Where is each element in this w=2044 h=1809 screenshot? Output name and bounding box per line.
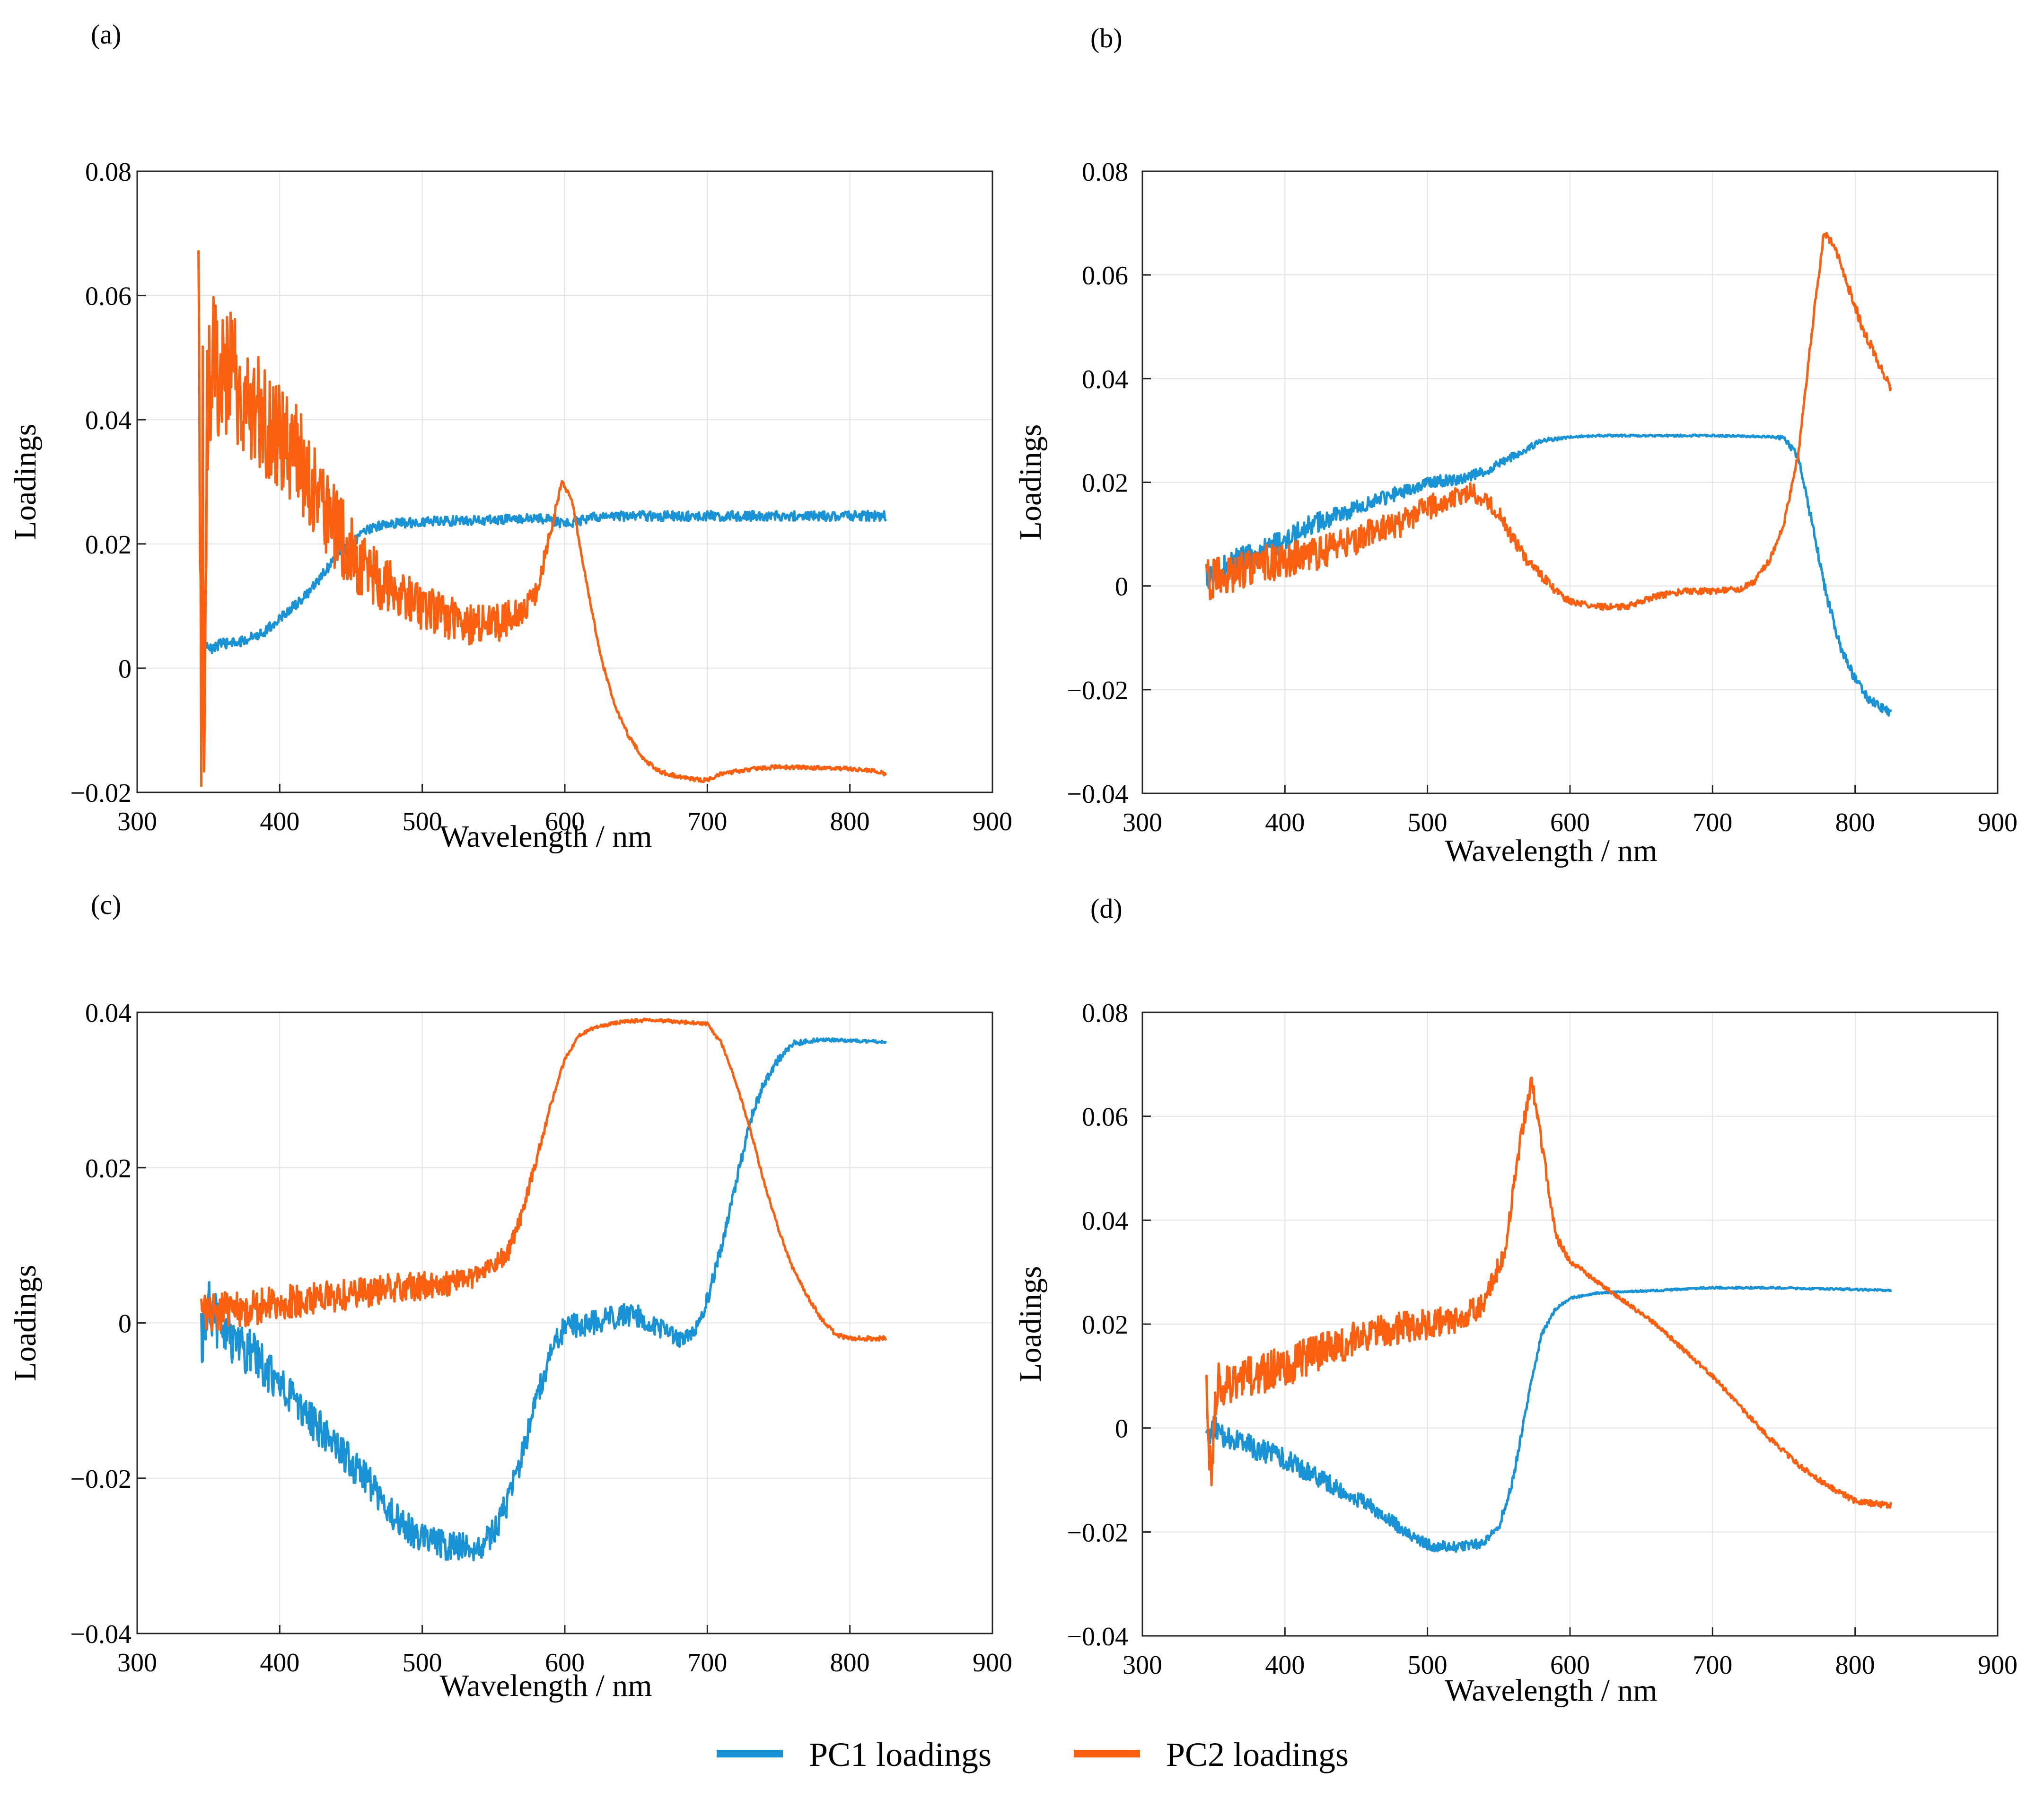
panel-c-xtick-label: 500 (403, 1648, 442, 1677)
panel-b-ytick-label: 0.06 (1082, 261, 1128, 290)
panel-b-xtick-label: 600 (1550, 808, 1590, 837)
panel-b-xtick-label: 300 (1123, 808, 1162, 837)
panel-b-y-axis-title: Loadings (1013, 424, 1048, 541)
panel-c-xtick-label: 300 (117, 1648, 157, 1677)
panel-c-xtick-label: 400 (260, 1648, 299, 1677)
panel-a-ytick-label: 0.06 (85, 282, 132, 311)
panel-b-plot-frame (1141, 170, 1999, 794)
panel-d-series-pc2 (1205, 1076, 1892, 1509)
panel-a-xtick-label: 400 (260, 807, 299, 836)
panel-d-ytick-label: 0.04 (1082, 1206, 1128, 1236)
panel-d-xtick-label: 300 (1123, 1651, 1162, 1680)
panel-b-series-pc1 (1205, 433, 1892, 717)
panel-d-ytick-label: −0.04 (1067, 1622, 1128, 1651)
panel-b-ytick-label: 0 (1115, 572, 1128, 602)
panel-c: (c) 300 400 500 600 700 800 900 −0.04 −0.02 0 0.02 0… (8, 889, 1012, 1703)
panel-d-xtick-label: 400 (1265, 1651, 1305, 1680)
panel-a-series-pc1 (200, 509, 887, 673)
panel-a-xtick-label: 700 (687, 807, 727, 836)
legend-label-pc1: PC1 loadings (809, 1736, 991, 1774)
panel-d-y-axis-title: Loadings (1013, 1266, 1048, 1382)
panel-b-xtick-label: 500 (1408, 808, 1447, 837)
panel-b-xtick-label: 900 (1978, 808, 2018, 837)
panel-c-xtick-label: 700 (687, 1648, 727, 1677)
panel-c-ytick-label: 0.04 (85, 999, 132, 1028)
panel-a-label: (a) (91, 19, 121, 50)
panel-c-xtick-label: 600 (545, 1648, 585, 1677)
panel-b-series-pc2 (1205, 232, 1892, 611)
panel-b-xtick-label: 800 (1835, 808, 1875, 837)
legend-label-pc2: PC2 loadings (1166, 1736, 1349, 1774)
panel-a-series-pc2 (197, 250, 887, 788)
panel-c-y-axis-title: Loadings (8, 1265, 43, 1381)
panel-c-ytick-label: 0 (118, 1309, 132, 1339)
panel-a-xtick-label: 900 (973, 807, 1012, 836)
panel-d-xtick-label: 700 (1693, 1651, 1732, 1680)
panel-d-x-axis-title: Wavelength / nm (1445, 1673, 1657, 1708)
panel-c-xtick-label: 800 (830, 1648, 870, 1677)
panel-d-xtick-label: 500 (1408, 1651, 1447, 1680)
panel-a-x-axis-title: Wavelength / nm (439, 819, 652, 854)
panel-d-ytick-label: 0 (1115, 1414, 1128, 1444)
panel-d-ytick-label: 0.08 (1082, 999, 1128, 1028)
panel-b-xtick-label: 700 (1693, 808, 1732, 837)
panel-b-ytick-label: 0.08 (1082, 158, 1128, 187)
legend: PC1 loadings PC2 loadings (717, 1736, 1349, 1774)
panel-c-ytick-label: 0.02 (85, 1154, 132, 1183)
panel-b-ytick-label: 0.04 (1082, 365, 1128, 394)
panel-a-plot-frame (136, 170, 993, 793)
panel-a-ytick-label: −0.02 (70, 779, 132, 808)
panel-a-ytick-label: 0.04 (85, 406, 132, 435)
panel-b: (b) 300 400 500 600 700 800 900 −0.04 −0.02 0 0.02 0… (1013, 23, 2018, 868)
panel-d-xtick-label: 800 (1835, 1651, 1875, 1680)
panel-a-xtick-label: 800 (830, 807, 870, 836)
panel-d-plot-frame (1141, 1011, 1999, 1637)
panel-c-series-pc1 (200, 1037, 887, 1562)
panel-d-series-pc1 (1205, 1285, 1892, 1553)
panel-a-xtick-label: 500 (403, 807, 442, 836)
panel-d: (d) 300 400 500 600 700 800 900 −0.04 −0.02 0 0.02 0… (1013, 893, 2018, 1708)
panel-c-label: (c) (91, 889, 121, 920)
panel-c-plot-frame (136, 1011, 993, 1634)
panel-a-xtick-label: 300 (117, 807, 157, 836)
panel-d-ytick-label: 0.02 (1082, 1310, 1128, 1340)
panel-c-ytick-label: −0.04 (70, 1620, 132, 1649)
panel-c-series-pc2 (200, 1018, 887, 1342)
panel-a: (a) 300 400 500 600 700 800 900 −0.02 0 0.02 0.04 0.… (8, 19, 1012, 854)
panel-d-label: (d) (1090, 893, 1123, 924)
panel-b-ytick-label: −0.02 (1067, 676, 1128, 705)
panel-d-ytick-label: −0.02 (1067, 1518, 1128, 1547)
panel-b-x-axis-title: Wavelength / nm (1445, 834, 1657, 868)
panel-a-y-axis-title: Loadings (8, 424, 43, 540)
panel-a-ytick-label: 0.02 (85, 530, 132, 560)
panel-b-xtick-label: 400 (1265, 808, 1305, 837)
panel-b-ytick-label: 0.02 (1082, 469, 1128, 498)
panel-d-xtick-label: 900 (1978, 1651, 2018, 1680)
panel-a-ytick-label: 0 (118, 654, 132, 684)
panel-c-xtick-label: 900 (973, 1648, 1012, 1677)
panel-a-ytick-label: 0.08 (85, 158, 132, 187)
panel-c-ytick-label: −0.02 (70, 1465, 132, 1494)
panel-b-ytick-label: −0.04 (1067, 780, 1128, 809)
panel-b-label: (b) (1090, 23, 1123, 53)
panel-d-xtick-label: 600 (1550, 1651, 1590, 1680)
panel-d-ytick-label: 0.06 (1082, 1103, 1128, 1132)
panel-c-x-axis-title: Wavelength / nm (439, 1668, 652, 1703)
panel-a-xtick-label: 600 (545, 807, 585, 836)
